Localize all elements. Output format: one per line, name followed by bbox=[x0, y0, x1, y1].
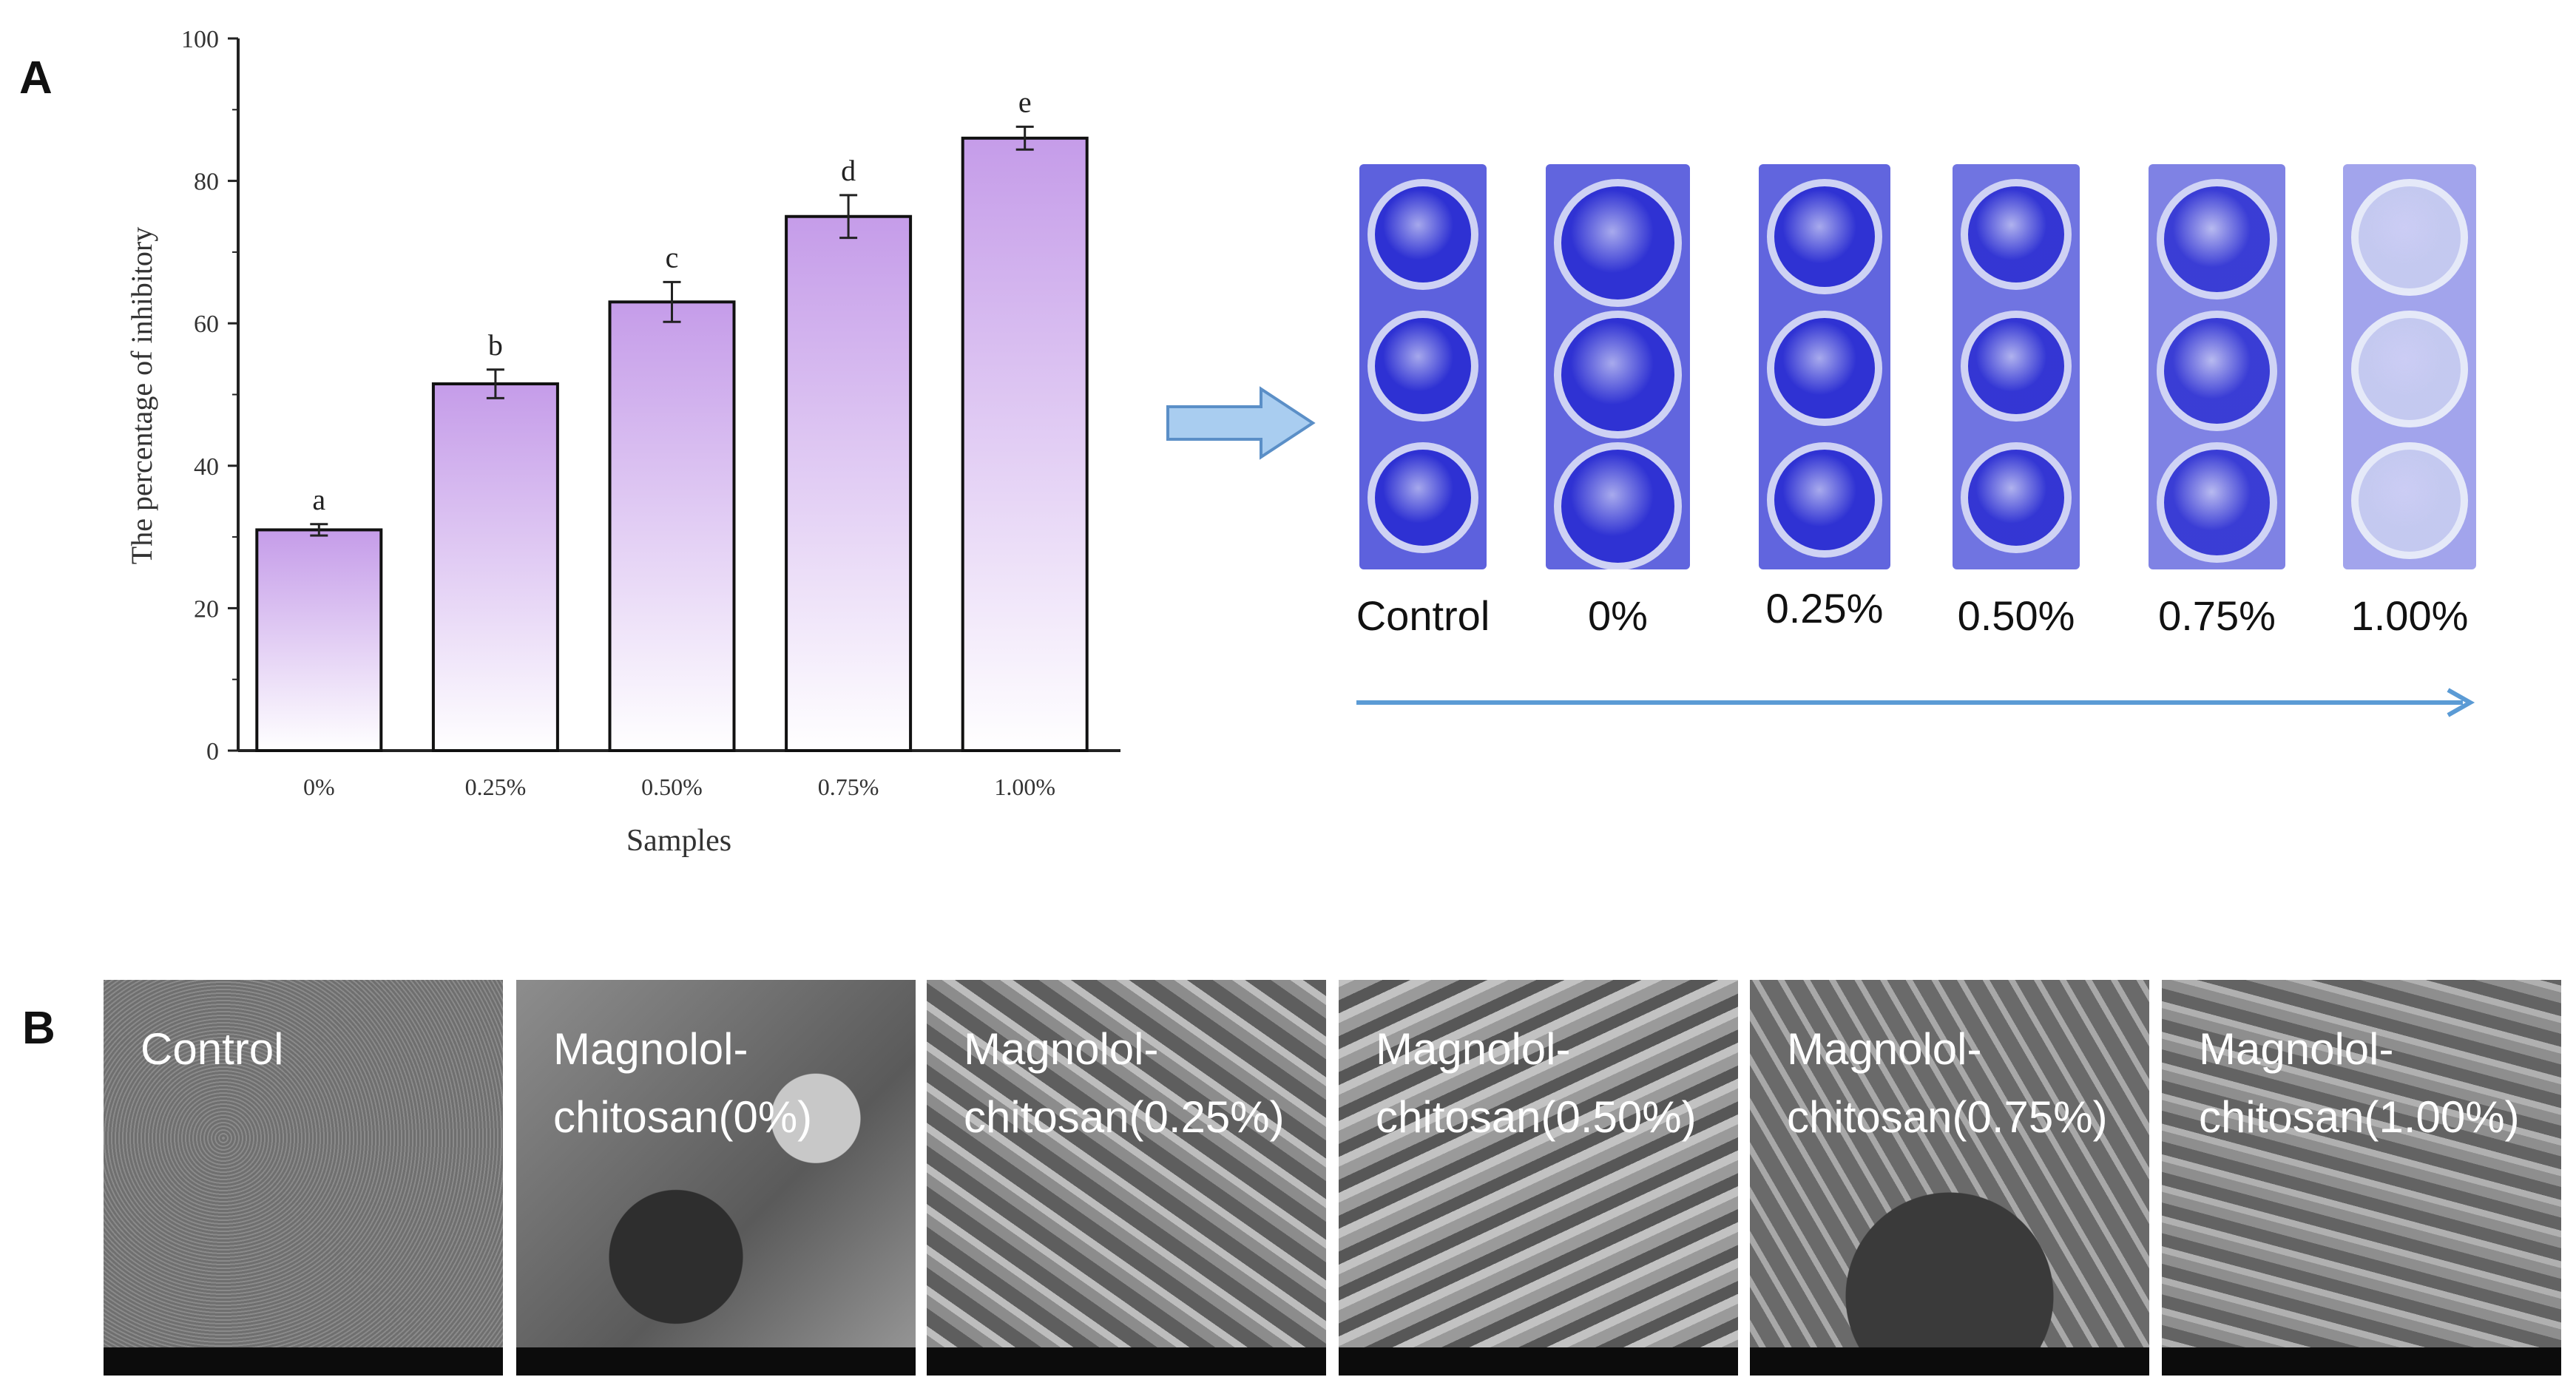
sem-image-4: Magnolol- chitosan(0.75%) bbox=[1750, 980, 2149, 1376]
well bbox=[1368, 442, 1478, 553]
well bbox=[1554, 442, 1682, 569]
sem-info-bar bbox=[2162, 1347, 2561, 1376]
sem-label: Magnolol- chitosan(0.50%) bbox=[1376, 1024, 1697, 1142]
bar-4 bbox=[961, 136, 1089, 752]
y-axis-label: The percentage of inhibitory bbox=[125, 227, 158, 564]
block-arrow-icon bbox=[1166, 386, 1316, 460]
plate-1 bbox=[1546, 164, 1690, 569]
sem-info-bar bbox=[1750, 1347, 2149, 1376]
concentration-arrow-icon bbox=[1356, 688, 2475, 717]
well bbox=[2351, 442, 2468, 559]
well bbox=[1961, 311, 2072, 422]
significance-label: a bbox=[312, 483, 325, 516]
y-tick-label: 40 bbox=[194, 453, 219, 481]
significance-label: c bbox=[666, 240, 679, 274]
plate-5 bbox=[2343, 164, 2476, 569]
x-tick-label: 0.75% bbox=[818, 774, 879, 800]
plate-label: 0.50% bbox=[1957, 592, 2075, 639]
plate-label: Control bbox=[1356, 592, 1490, 639]
significance-label: e bbox=[1018, 85, 1032, 118]
plate-3 bbox=[1953, 164, 2080, 569]
plate-label: 0.25% bbox=[1765, 585, 1884, 632]
well bbox=[2157, 179, 2277, 300]
sem-label: Magnolol- chitosan(0%) bbox=[553, 1024, 813, 1142]
x-tick-label: 0% bbox=[303, 774, 335, 800]
well bbox=[1368, 179, 1478, 290]
sem-label: Control bbox=[141, 1024, 284, 1074]
sem-image-3: Magnolol- chitosan(0.50%) bbox=[1339, 980, 1738, 1376]
plate-4 bbox=[2149, 164, 2285, 569]
sem-info-bar bbox=[1339, 1347, 1738, 1376]
sem-info-bar bbox=[927, 1347, 1326, 1376]
well bbox=[1961, 179, 2072, 290]
significance-label: b bbox=[488, 328, 503, 362]
y-tick-label: 100 bbox=[181, 26, 219, 53]
sem-image-2: Magnolol- chitosan(0.25%) bbox=[927, 980, 1326, 1376]
y-tick-label: 80 bbox=[194, 169, 219, 196]
bar-3 bbox=[785, 214, 913, 752]
well bbox=[2157, 311, 2277, 431]
well bbox=[1767, 179, 1882, 294]
x-tick-label: 0.50% bbox=[641, 774, 703, 800]
plate-label: 0.75% bbox=[2158, 592, 2276, 639]
significance-label: d bbox=[841, 154, 856, 187]
well bbox=[1368, 311, 1478, 422]
well bbox=[1554, 179, 1682, 307]
bar-0 bbox=[255, 528, 383, 752]
y-tick-label: 60 bbox=[194, 311, 219, 338]
y-tick-label: 0 bbox=[206, 738, 219, 765]
plate-label: 0% bbox=[1588, 592, 1648, 639]
plate-label: 1.00% bbox=[2350, 592, 2469, 639]
well bbox=[2351, 179, 2468, 296]
well bbox=[1767, 311, 1882, 426]
sem-image-1: Magnolol- chitosan(0%) bbox=[516, 980, 916, 1376]
well bbox=[2351, 311, 2468, 427]
panel-letter-a: A bbox=[19, 53, 53, 104]
bar-chart: 020406080100a0%b0.25%c0.50%d0.75%e1.00% … bbox=[125, 26, 1120, 858]
x-tick-label: 0.25% bbox=[465, 774, 527, 800]
plate-2 bbox=[1759, 164, 1890, 569]
well bbox=[2157, 442, 2277, 563]
bar-1 bbox=[431, 382, 559, 752]
x-axis-label: Samples bbox=[626, 824, 731, 858]
sem-label: Magnolol- chitosan(1.00%) bbox=[2199, 1024, 2520, 1142]
bar-2 bbox=[608, 300, 736, 752]
sem-image-5: Magnolol- chitosan(1.00%) bbox=[2162, 980, 2561, 1376]
well bbox=[1961, 442, 2072, 553]
sem-info-bar bbox=[516, 1347, 916, 1376]
well bbox=[1767, 442, 1882, 558]
panel-letter-b: B bbox=[22, 1003, 55, 1054]
x-tick-label: 1.00% bbox=[994, 774, 1055, 800]
well bbox=[1554, 311, 1682, 439]
sem-info-bar bbox=[104, 1347, 503, 1376]
sem-label: Magnolol- chitosan(0.25%) bbox=[964, 1024, 1285, 1142]
y-tick-label: 20 bbox=[194, 595, 219, 623]
plate-0 bbox=[1359, 164, 1487, 569]
sem-image-0: Control bbox=[104, 980, 503, 1376]
sem-label: Magnolol- chitosan(0.75%) bbox=[1787, 1024, 2108, 1142]
